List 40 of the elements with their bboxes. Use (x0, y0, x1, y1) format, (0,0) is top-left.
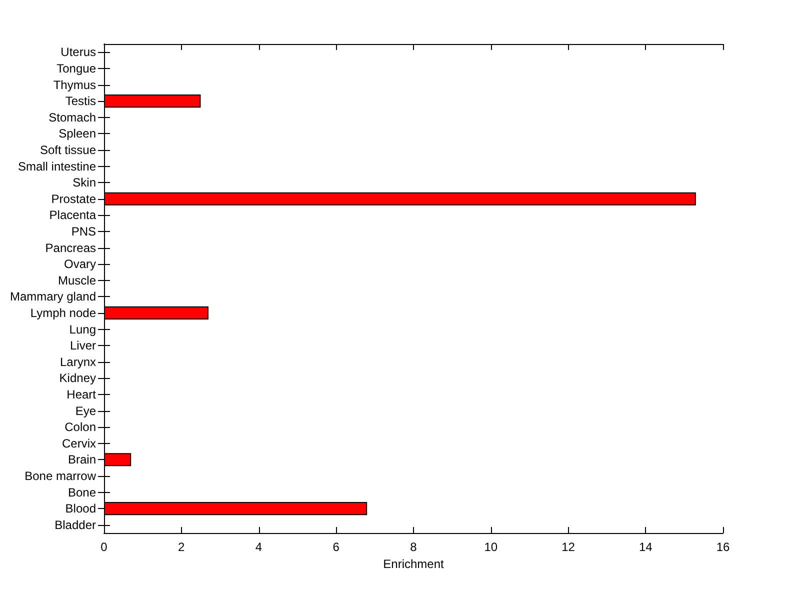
y-tick-label: Thymus (53, 78, 96, 92)
y-tick-label: Liver (70, 338, 96, 353)
x-tick-label: 12 (562, 540, 576, 554)
y-tick-label: Heart (66, 387, 97, 402)
y-tick-label: Muscle (58, 273, 96, 288)
y-tick-label: Stomach (48, 110, 96, 124)
y-tick-label: Soft tissue (40, 142, 96, 157)
y-tick-label: Cervix (62, 436, 96, 450)
y-tick-label: Kidney (59, 371, 96, 386)
x-tick-label: 16 (716, 540, 730, 554)
y-tick-label: Ovary (64, 257, 96, 272)
y-tick-label: Uterus (60, 45, 96, 60)
y-tick-label: Larynx (60, 354, 96, 369)
y-tick-label: Bladder (54, 518, 96, 532)
y-tick-label: Placenta (49, 208, 96, 222)
y-tick-label: Spleen (58, 126, 96, 141)
y-tick-label: Lymph node (30, 306, 96, 320)
y-tick-label: Eye (75, 404, 96, 418)
x-axis-title: Enrichment (383, 556, 445, 571)
x-tick-label: 8 (410, 540, 418, 554)
x-tick-label: 4 (255, 540, 262, 554)
y-tick-label: Pancreas (45, 240, 96, 255)
y-tick-label: Bone (68, 485, 96, 500)
y-tick-label: Prostate (51, 192, 96, 206)
y-tick-label: Small intestine (18, 159, 96, 174)
y-tick-label: Tongue (56, 61, 96, 76)
y-tick-label: Mammary gland (10, 290, 96, 304)
y-tick-label: Skin (72, 176, 96, 190)
x-tick-label: 2 (178, 540, 186, 554)
x-tick-label: 14 (638, 540, 653, 554)
y-tick-label: PNS (71, 224, 96, 238)
y-tick-label: Colon (64, 420, 96, 434)
y-tick-label: Brain (68, 452, 96, 467)
x-tick-label: 10 (484, 540, 498, 554)
y-tick-label: Testis (65, 94, 96, 108)
x-tick-label: 0 (100, 540, 108, 554)
y-tick-label: Lung (69, 322, 96, 336)
x-tick-label: 6 (332, 540, 340, 554)
y-tick-label: Blood (65, 502, 96, 516)
y-tick-label: Bone marrow (24, 468, 96, 483)
